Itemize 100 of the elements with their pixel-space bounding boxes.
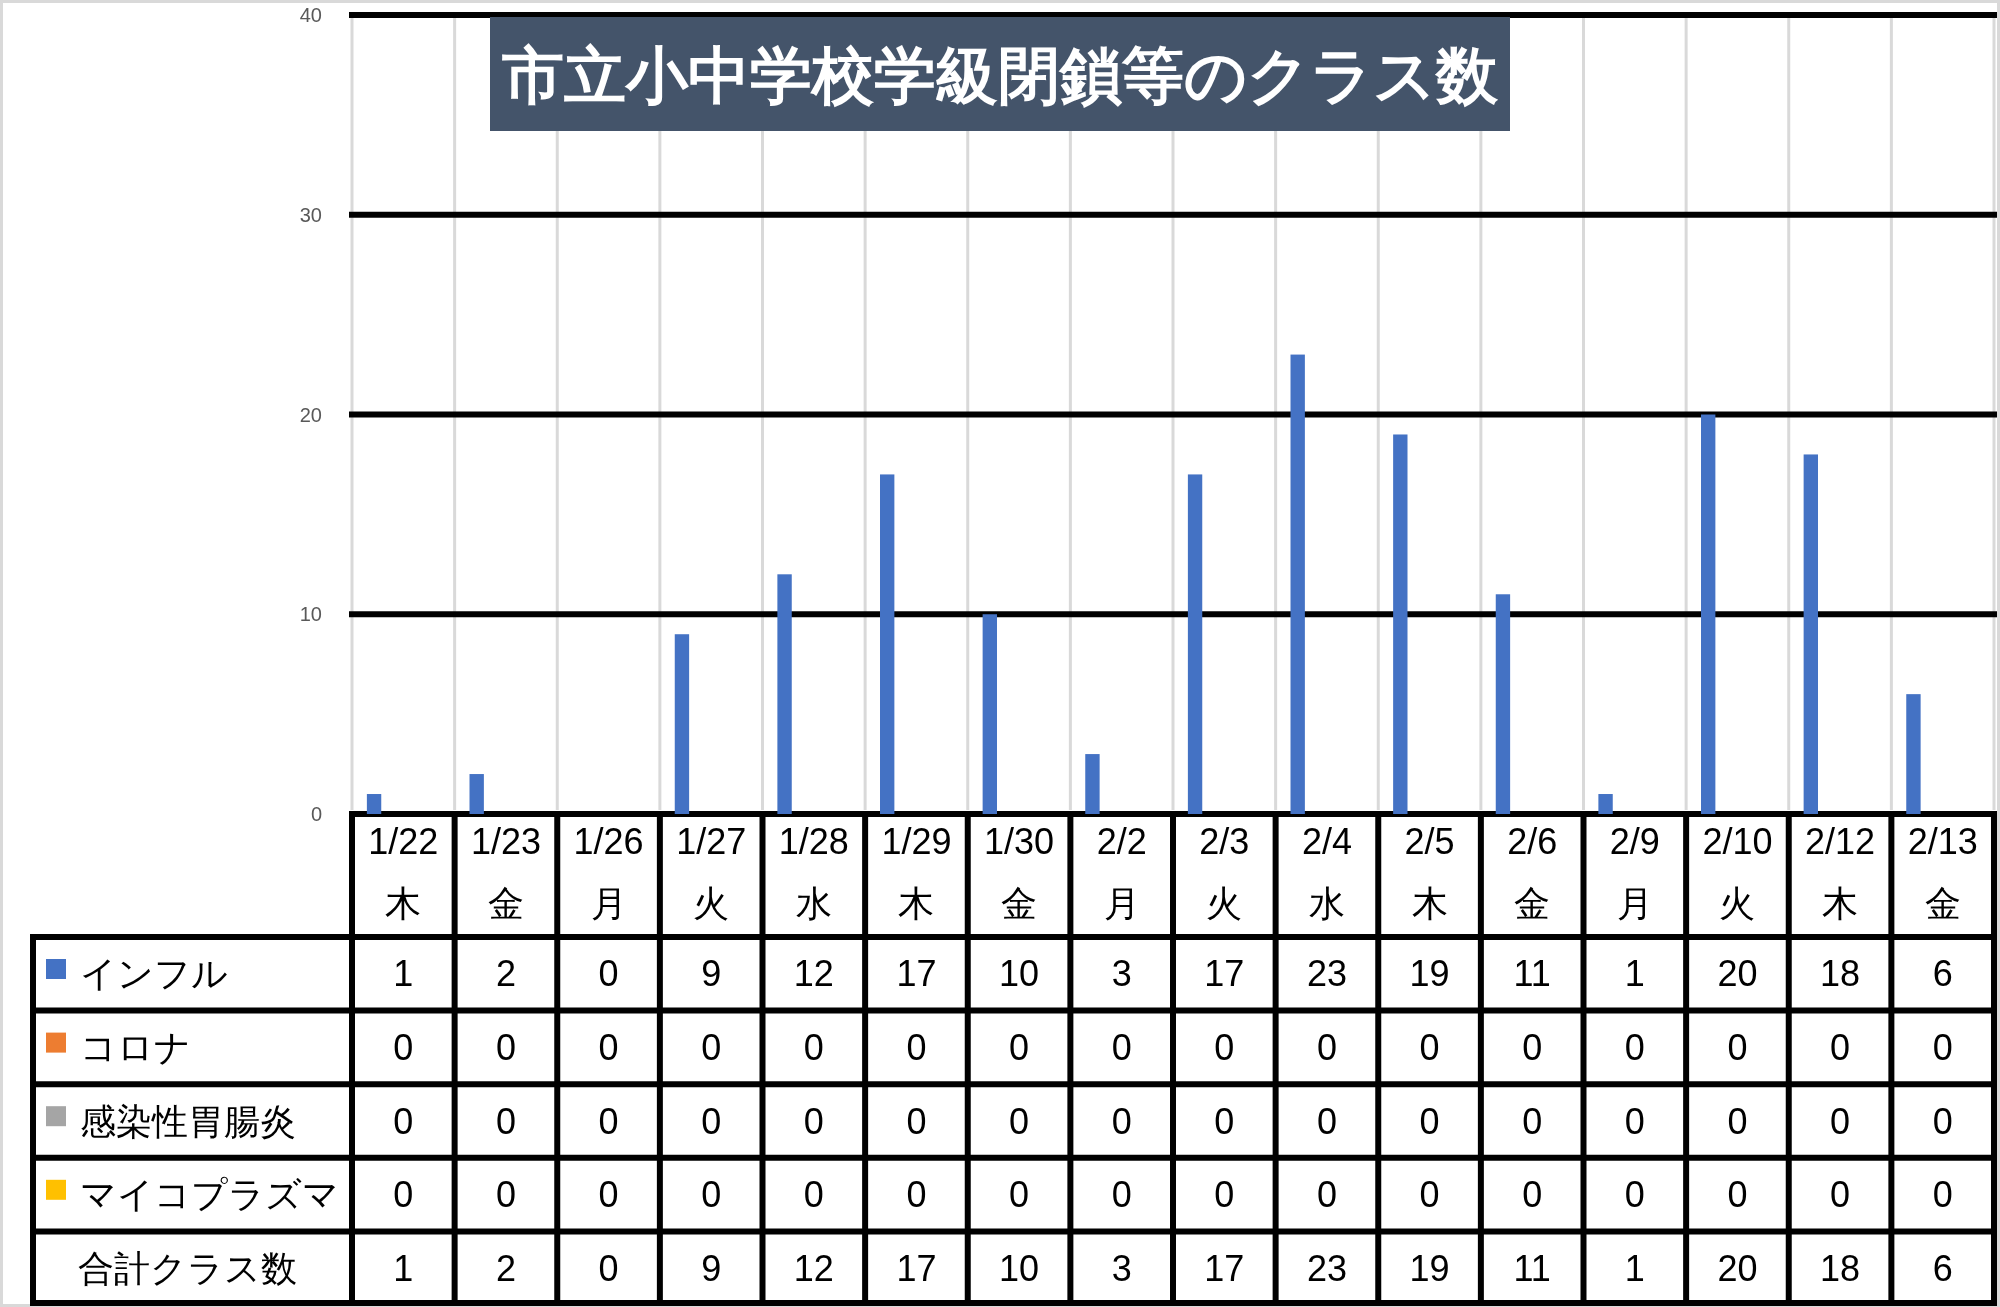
data-label: 11 bbox=[1513, 953, 1551, 995]
data-label: 0 bbox=[1419, 1026, 1440, 1068]
data-label: 0 bbox=[906, 1174, 927, 1216]
annotation: 12 bbox=[793, 1247, 834, 1289]
data-label: 0 bbox=[1830, 1100, 1851, 1142]
data-label: 0 bbox=[1624, 1026, 1645, 1068]
data-label: 0 bbox=[1727, 1100, 1748, 1142]
annotation: 11 bbox=[1513, 1247, 1551, 1289]
annotation: 20 bbox=[1717, 1247, 1758, 1289]
data-label: 0 bbox=[1009, 1174, 1030, 1216]
data-label: 0 bbox=[1316, 1174, 1337, 1216]
data-label: 0 bbox=[803, 1026, 824, 1068]
data-label: 17 bbox=[896, 953, 937, 995]
annotation: 17 bbox=[1204, 1247, 1245, 1289]
data-label: 0 bbox=[1522, 1100, 1543, 1142]
data-label: 0 bbox=[495, 1026, 516, 1068]
data-label: 9 bbox=[701, 953, 722, 995]
data-label: 17 bbox=[1204, 953, 1245, 995]
data-label: 0 bbox=[906, 1100, 927, 1142]
annotation: 23 bbox=[1306, 1247, 1347, 1289]
data-label: 0 bbox=[1009, 1100, 1030, 1142]
data-label: 0 bbox=[1624, 1174, 1645, 1216]
legend-label: 感染性胃腸炎 bbox=[80, 1100, 296, 1142]
data-label: 0 bbox=[1727, 1026, 1748, 1068]
x-tick-label: 2/2 月 bbox=[1096, 821, 1147, 924]
data-label: 0 bbox=[906, 1026, 927, 1068]
chart-title: 市立小中学校学級閉鎖等のクラス数 bbox=[490, 17, 1510, 131]
y-tick-label: 20 bbox=[299, 403, 322, 426]
data-label: 0 bbox=[1830, 1026, 1851, 1068]
data-label: 3 bbox=[1111, 953, 1132, 995]
data-label: 0 bbox=[1009, 1026, 1030, 1068]
data-label: 0 bbox=[1830, 1174, 1851, 1216]
x-tick-label: 1/28 水 bbox=[778, 821, 849, 924]
data-label: 0 bbox=[1214, 1100, 1235, 1142]
legend-label: コロナ bbox=[80, 1026, 191, 1068]
data-label: 12 bbox=[793, 953, 834, 995]
data-label: 0 bbox=[393, 1100, 414, 1142]
data-label: 0 bbox=[598, 1100, 619, 1142]
data-label: 23 bbox=[1306, 953, 1347, 995]
data-label: 19 bbox=[1409, 953, 1450, 995]
data-label: 0 bbox=[1214, 1174, 1235, 1216]
x-tick-label: 2/6 金 bbox=[1507, 821, 1558, 924]
y-tick-label: 40 bbox=[299, 4, 322, 26]
x-tick-label: 2/10 火 bbox=[1702, 821, 1773, 924]
x-tick-label: 1/30 金 bbox=[984, 821, 1055, 924]
data-label: 10 bbox=[999, 953, 1040, 995]
annotation: 6 bbox=[1932, 1247, 1953, 1289]
annotation: 1 bbox=[393, 1247, 414, 1289]
x-tick-label: 2/12 木 bbox=[1805, 821, 1876, 924]
annotation: 2 bbox=[495, 1247, 516, 1289]
data-label: 0 bbox=[1111, 1100, 1132, 1142]
x-tick-label: 1/23 金 bbox=[470, 821, 541, 924]
annotation: 3 bbox=[1111, 1247, 1132, 1289]
data-label: 0 bbox=[701, 1174, 722, 1216]
data-label: 0 bbox=[495, 1100, 516, 1142]
y-tick-label: 0 bbox=[310, 803, 322, 825]
y-tick-label: 30 bbox=[299, 203, 322, 226]
annotation: 18 bbox=[1820, 1247, 1861, 1289]
y-tick-label: 10 bbox=[299, 603, 322, 626]
data-label: 0 bbox=[1419, 1174, 1440, 1216]
data-label: 0 bbox=[803, 1100, 824, 1142]
data-label: 0 bbox=[1316, 1026, 1337, 1068]
data-label: 0 bbox=[1214, 1026, 1235, 1068]
data-label: 1 bbox=[1624, 953, 1645, 995]
annotation: 19 bbox=[1409, 1247, 1450, 1289]
x-tick-label: 1/27 火 bbox=[676, 821, 747, 924]
x-tick-label: 2/13 金 bbox=[1907, 821, 1978, 924]
annotation: 9 bbox=[701, 1247, 722, 1289]
data-label: 0 bbox=[1932, 1100, 1953, 1142]
data-label: 0 bbox=[393, 1174, 414, 1216]
data-label: 0 bbox=[1419, 1100, 1440, 1142]
x-tick-label: 1/26 月 bbox=[573, 821, 644, 924]
data-label: 0 bbox=[393, 1026, 414, 1068]
annotation: 17 bbox=[896, 1247, 937, 1289]
x-tick-label: 2/9 月 bbox=[1609, 821, 1660, 924]
annotation: 10 bbox=[999, 1247, 1040, 1289]
data-label: 0 bbox=[1522, 1174, 1543, 1216]
data-label: 0 bbox=[1624, 1100, 1645, 1142]
data-label: 0 bbox=[1111, 1174, 1132, 1216]
data-label: 0 bbox=[598, 1174, 619, 1216]
data-label: 0 bbox=[701, 1100, 722, 1142]
x-tick-label: 1/22 木 bbox=[368, 821, 439, 924]
data-label: 0 bbox=[1932, 1026, 1953, 1068]
data-label: 0 bbox=[701, 1026, 722, 1068]
data-label: 2 bbox=[495, 953, 516, 995]
data-label: 0 bbox=[495, 1174, 516, 1216]
data-label: 1 bbox=[393, 953, 414, 995]
data-label: 0 bbox=[803, 1174, 824, 1216]
annotation: 0 bbox=[598, 1247, 619, 1289]
data-label: 0 bbox=[1522, 1026, 1543, 1068]
annotation: 合計クラス数 bbox=[78, 1247, 297, 1289]
x-tick-label: 1/29 木 bbox=[881, 821, 952, 924]
data-label: 0 bbox=[598, 953, 619, 995]
chart-title: 市立小中学校学級閉鎖等のクラス数 bbox=[501, 40, 1499, 110]
annotation: 1 bbox=[1624, 1247, 1645, 1289]
data-label: 6 bbox=[1932, 953, 1953, 995]
data-label: 0 bbox=[1316, 1100, 1337, 1142]
data-label: 0 bbox=[1727, 1174, 1748, 1216]
x-tick-label: 2/5 木 bbox=[1404, 821, 1455, 924]
data-label: 0 bbox=[598, 1026, 619, 1068]
